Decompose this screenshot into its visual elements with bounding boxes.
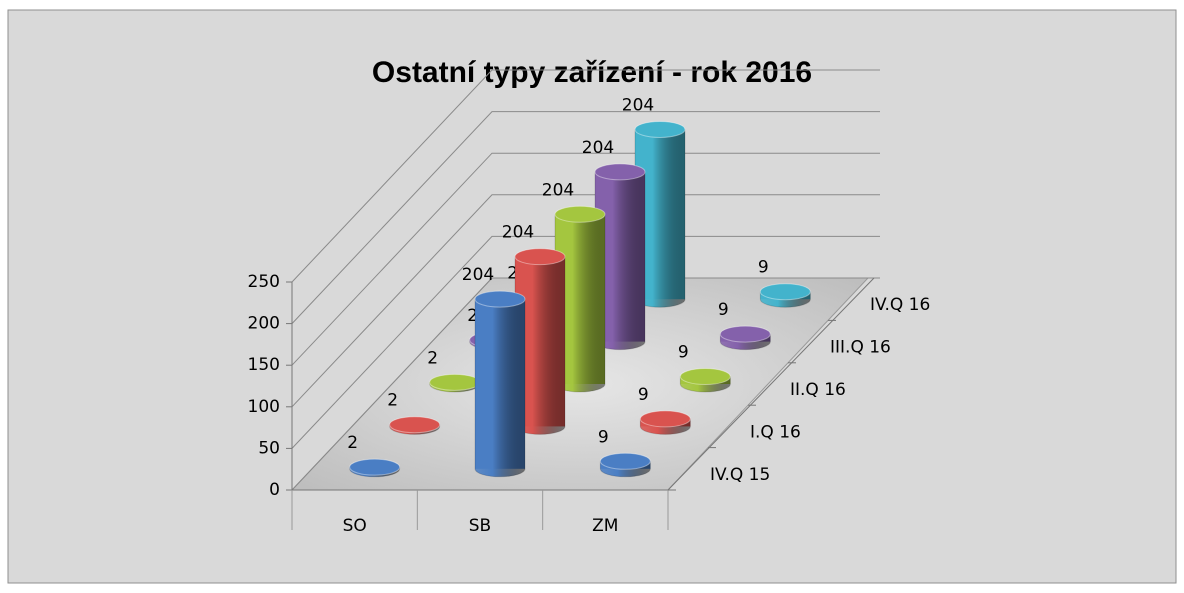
- series-label: II.Q 16: [790, 380, 846, 400]
- y-tick-label: 50: [258, 438, 280, 458]
- value-label: 2: [387, 391, 398, 411]
- y-tick-label: 100: [248, 397, 280, 417]
- chart-title: Ostatní typy zařízení - rok 2016: [372, 56, 812, 89]
- cylinder-top: [594, 163, 646, 181]
- value-label: 2: [467, 306, 478, 326]
- cylinder-top: [389, 416, 441, 434]
- y-tick-label: 150: [248, 355, 280, 375]
- x-tick-label: SB: [469, 516, 491, 536]
- grid-line: [291, 277, 880, 491]
- grid-line: [291, 152, 880, 366]
- cylinder-top: [349, 458, 401, 476]
- cylinder-top: [514, 248, 566, 266]
- series-label: IV.Q 16: [870, 295, 930, 315]
- cylinder-top: [639, 410, 691, 428]
- cylinder-top: [554, 205, 606, 223]
- cylinder-top: [634, 120, 686, 138]
- grid-line: [291, 111, 880, 324]
- cylinder: [474, 298, 526, 478]
- value-label: 2: [347, 433, 358, 453]
- value-label: 9: [638, 385, 649, 405]
- value-label: 2: [507, 264, 518, 284]
- value-label: 204: [542, 180, 574, 200]
- value-label: 9: [598, 427, 609, 447]
- value-label: 204: [502, 223, 534, 243]
- series-label: I.Q 16: [750, 422, 801, 442]
- value-label: 204: [622, 95, 654, 115]
- cylinder-top: [679, 368, 731, 386]
- grid-line: [291, 194, 880, 408]
- cylinder-top: [474, 290, 526, 308]
- cylinder-top: [599, 452, 651, 470]
- cylinder-top: [429, 373, 481, 391]
- x-tick-label: SO: [343, 516, 367, 536]
- value-label: 204: [582, 138, 614, 158]
- grid-line: [291, 235, 880, 449]
- cylinder-top: [759, 283, 811, 301]
- value-label: 9: [758, 258, 769, 278]
- value-label: 9: [718, 300, 729, 320]
- x-tick-label: ZM: [592, 516, 618, 536]
- series-label: III.Q 16: [830, 338, 891, 358]
- series-label: IV.Q 15: [710, 465, 770, 485]
- grid-line: [291, 69, 880, 283]
- value-label: 204: [462, 265, 494, 285]
- y-tick-label: 0: [269, 480, 280, 500]
- depth-axis: [667, 277, 875, 491]
- value-label: 2: [427, 348, 438, 368]
- value-label: 9: [678, 343, 689, 363]
- y-tick-label: 200: [248, 314, 280, 334]
- cylinder-top: [719, 325, 771, 343]
- y-tick-label: 250: [248, 272, 280, 292]
